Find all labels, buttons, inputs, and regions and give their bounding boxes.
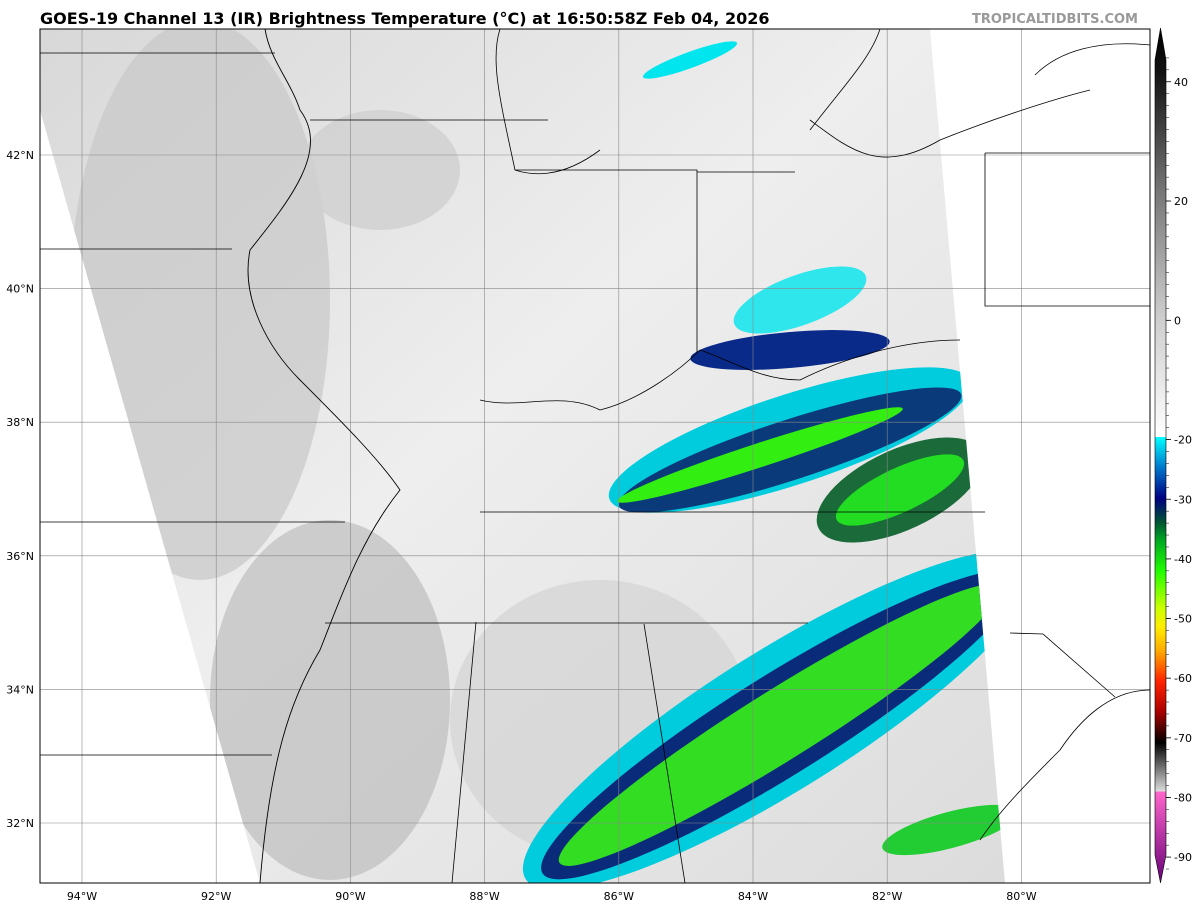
map-area	[40, 29, 1150, 883]
lon-label: 94°W	[67, 890, 97, 903]
boundaries	[40, 29, 1150, 883]
colorbar-tick-label: 40	[1174, 76, 1188, 89]
colorbar-tick-label: 20	[1174, 195, 1188, 208]
colorbar-tick-label: -30	[1174, 493, 1192, 506]
colorbar-tick-label: -60	[1174, 672, 1192, 685]
lat-label: 32°N	[6, 817, 34, 830]
colorbar-tick-label: -90	[1174, 851, 1192, 864]
lon-label: 92°W	[201, 890, 231, 903]
lon-labels: 94°W 92°W 90°W 88°W 86°W 84°W 82°W 80°W	[67, 890, 1037, 903]
lat-label: 42°N	[6, 149, 34, 162]
lat-labels: 42°N 40°N 38°N 36°N 34°N 32°N	[6, 149, 34, 830]
colorbar-tick-label: -70	[1174, 732, 1192, 745]
lat-label: 40°N	[6, 283, 34, 296]
map-frame	[39, 28, 1151, 884]
colorbar-tick-label: -50	[1174, 613, 1192, 626]
lon-label: 80°W	[1006, 890, 1036, 903]
cloud-imagery	[70, 29, 1005, 883]
lat-label: 36°N	[6, 550, 34, 563]
gridlines	[40, 29, 1150, 883]
lon-label: 90°W	[335, 890, 365, 903]
lon-label: 86°W	[604, 890, 634, 903]
watermark: TROPICALTIDBITS.COM	[972, 12, 1138, 27]
colorbar-tick-label: -80	[1174, 791, 1192, 804]
colorbar-tick-label: -40	[1174, 553, 1192, 566]
colorbar-tick-label: 0	[1174, 314, 1181, 327]
colorbar-bar	[1154, 27, 1167, 884]
colorbar: 40 20 0 -20 -30 -40 -50 -60 -70 -80 -90	[1154, 27, 1192, 884]
colorbar-tick-label: -20	[1174, 434, 1192, 447]
lat-label: 34°N	[6, 683, 34, 696]
lon-label: 88°W	[469, 890, 499, 903]
lon-label: 84°W	[738, 890, 768, 903]
map-title: GOES-19 Channel 13 (IR) Brightness Tempe…	[40, 9, 770, 28]
lat-label: 38°N	[6, 416, 34, 429]
lon-label: 82°W	[872, 890, 902, 903]
